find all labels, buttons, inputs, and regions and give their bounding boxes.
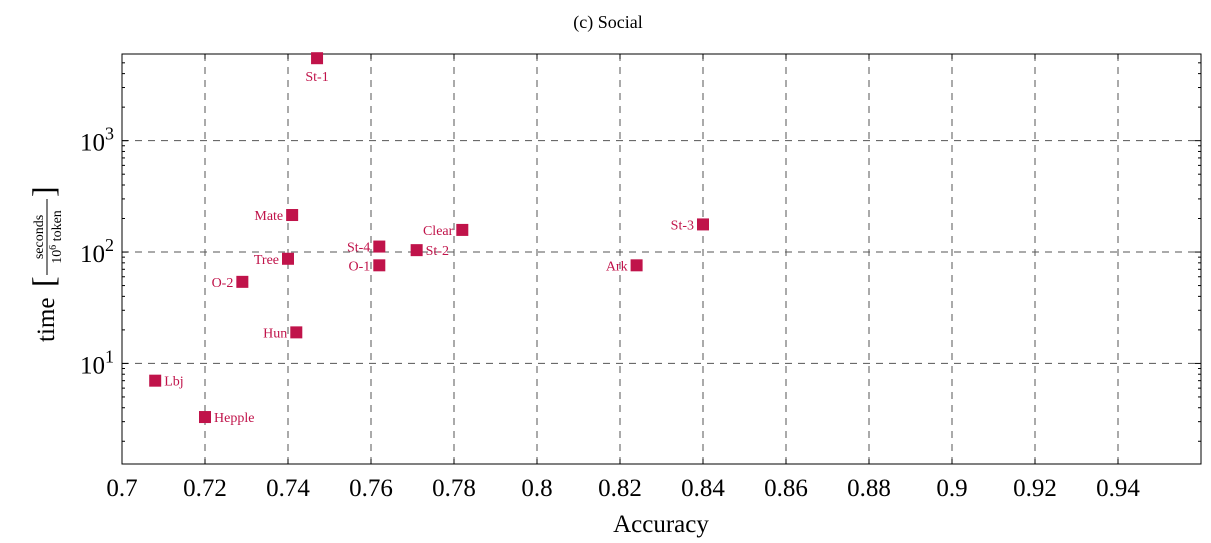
data-point-o-1: [373, 259, 386, 272]
grid-lines: [122, 54, 1201, 464]
data-label-ark: Ark: [606, 259, 628, 274]
chart-title: (c) Social: [573, 12, 642, 33]
y-tick-label: 103: [80, 124, 114, 157]
data-label-o-2: O-2: [212, 276, 234, 291]
data-point-hepple: [199, 411, 211, 424]
y-tick-label: 102: [80, 235, 114, 268]
y-axis-label-denominator: 106 token: [48, 210, 65, 264]
x-tick-label: 0.86: [764, 475, 808, 502]
data-label-clear: Clear: [423, 224, 454, 239]
data-label-o-1: O-1: [349, 259, 371, 274]
data-point-clear: [456, 223, 469, 236]
x-tick-label: 0.82: [598, 475, 642, 502]
x-tick-label: 0.78: [432, 475, 476, 502]
y-axis-label-bracket-open: [: [25, 276, 61, 287]
x-tick-label: 0.92: [1013, 475, 1057, 502]
x-tick-label: 0.88: [847, 475, 891, 502]
x-tick-label: 0.9: [936, 475, 967, 502]
y-tick-label: 101: [80, 346, 114, 379]
data-points: St-1 Mate Tree O-2 Hun Lbj Hepple St-4 O-1 St-2 Cl…: [149, 52, 709, 426]
data-label-st-3: St-3: [671, 218, 694, 233]
data-label-st-2: St-2: [426, 244, 449, 259]
y-axis-label-numerator: seconds: [32, 215, 47, 259]
plot-frame: [121, 53, 1202, 465]
data-point-hun: [290, 326, 303, 339]
data-point-st-3: [697, 218, 709, 231]
x-tick-label: 0.76: [349, 475, 393, 502]
data-label-st-4: St-4: [347, 241, 370, 256]
y-minor-ticks: [122, 53, 1201, 442]
x-tick-label: 0.8: [521, 475, 552, 502]
data-point-mate: [286, 209, 299, 222]
data-label-lbj: Lbj: [164, 375, 183, 390]
y-axis-label-bracket-close: ]: [25, 186, 61, 197]
data-label-st-1: St-1: [305, 70, 328, 85]
data-point-st-2: [410, 244, 423, 257]
x-tick-label: 0.84: [681, 475, 725, 502]
x-tick-label: 0.7: [106, 475, 137, 502]
data-point-ark: [630, 259, 643, 272]
x-tick-label: 0.74: [266, 475, 310, 502]
data-point-o-2: [236, 275, 249, 288]
x-axis-ticks: 0.7 0.72 0.74 0.76 0.78 0.8 0.82 0.84 0.86 0.88 0.…: [106, 54, 1140, 502]
data-label-hepple: Hepple: [214, 411, 254, 426]
y-axis-label-prefix: time: [33, 298, 60, 342]
data-label-mate: Mate: [254, 209, 283, 224]
y-axis-label: time [ seconds 106 token ]: [25, 186, 65, 342]
data-point-lbj: [149, 374, 162, 387]
data-label-hun: Hun: [263, 326, 287, 341]
data-label-tree: Tree: [254, 253, 279, 268]
x-tick-label: 0.72: [183, 475, 227, 502]
data-point-st-4: [373, 240, 386, 253]
y-axis-ticks: 101 102 103: [80, 124, 1201, 379]
x-axis-label: Accuracy: [613, 511, 709, 538]
data-point-tree: [282, 252, 294, 265]
data-point-st-1: [311, 52, 324, 65]
x-tick-label: 0.94: [1096, 475, 1140, 502]
